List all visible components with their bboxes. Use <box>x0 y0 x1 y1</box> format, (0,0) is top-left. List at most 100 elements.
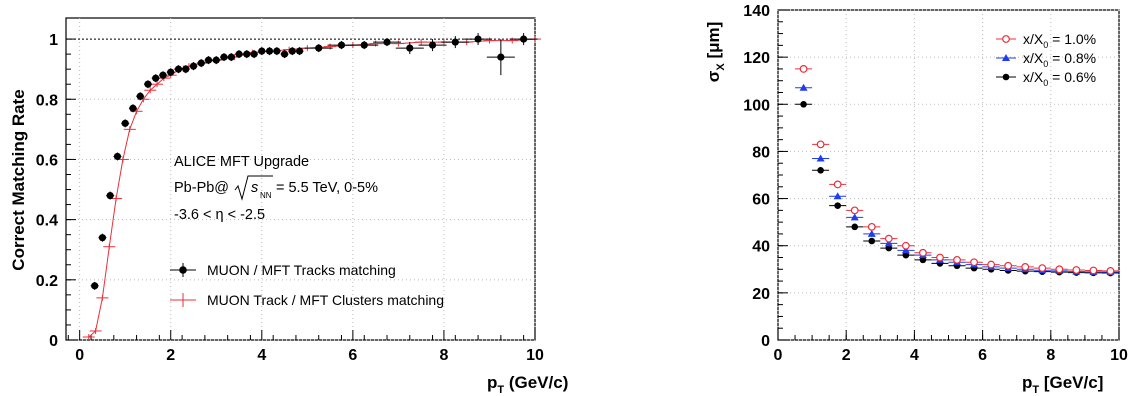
y-tick-label: 0 <box>49 333 58 350</box>
point-tracks <box>250 50 259 59</box>
point-series-2 <box>914 256 932 264</box>
y-tick-label: 120 <box>743 50 770 67</box>
legend-label: x/X0 = 0.8% <box>1023 50 1096 69</box>
point-series-0 <box>1033 264 1051 273</box>
point-tracks-marker <box>204 56 213 64</box>
point-clusters <box>89 327 102 334</box>
point-series-1 <box>846 213 864 221</box>
point-series-0 <box>965 258 983 267</box>
chart-left: 0 2 4 6 8 10 0 0.2 0.4 0.6 0.8 1 Correct Matching R… <box>9 17 568 396</box>
point-marker <box>1021 263 1030 271</box>
point-series-0 <box>982 260 1000 269</box>
x-tick-label: 10 <box>526 347 544 364</box>
point-tracks <box>418 39 447 52</box>
point-tracks-marker <box>243 50 251 58</box>
point-tracks <box>220 53 229 62</box>
point-tracks-marker <box>174 65 183 73</box>
point-marker <box>953 255 961 264</box>
point-series-2 <box>829 202 847 209</box>
point-series-0 <box>1084 266 1102 275</box>
point-tracks <box>464 33 493 46</box>
point-tracks <box>166 68 175 77</box>
point-clusters <box>96 294 109 301</box>
legend-entry-2: x/X0 = 0.6% <box>996 69 1096 88</box>
point-tracks-marker <box>197 59 205 67</box>
point-tracks <box>280 50 289 59</box>
point-tracks <box>121 119 130 128</box>
x-tick-label: 2 <box>842 347 851 364</box>
point-tracks <box>227 53 236 62</box>
point-series-0 <box>795 65 813 73</box>
point-tracks <box>235 50 244 59</box>
x-axis-label-right: pT [GeV/c] <box>1022 373 1103 396</box>
point-tracks-marker <box>129 104 137 112</box>
point-tracks-marker <box>520 35 528 43</box>
point-series-0 <box>999 261 1017 270</box>
point-tracks-marker <box>250 50 258 58</box>
x-tick-label: 0 <box>75 347 84 364</box>
point-marker <box>868 237 876 245</box>
point-tracks <box>128 104 137 113</box>
point-marker <box>816 154 825 162</box>
point-series-2 <box>812 166 830 174</box>
point-tracks-marker <box>144 80 152 88</box>
point-tracks <box>136 92 145 101</box>
point-marker <box>816 140 825 149</box>
point-tracks <box>509 33 538 46</box>
point-marker <box>1004 261 1013 270</box>
annotation-eta-range: -3.6 < η < -2.5 <box>174 207 265 223</box>
legend-label: x/X0 = 1.0% <box>1023 31 1096 50</box>
point-tracks <box>197 59 206 68</box>
y-tick-label: 60 <box>752 192 770 209</box>
legend-right: x/X0 = 1.0%x/X0 = 0.8%x/X0 = 0.6% <box>996 31 1096 88</box>
annotation-block: ALICE MFT Upgrade Pb-Pb@ s NN = 5.5 TeV,… <box>174 154 378 223</box>
point-marker <box>850 213 859 221</box>
x-tick-label: 0 <box>774 347 783 364</box>
point-marker <box>817 166 824 174</box>
point-marker <box>1072 266 1081 274</box>
point-marker <box>799 83 808 91</box>
annotation-system: Pb-Pb@ <box>174 180 229 196</box>
sqrt-sign <box>234 175 273 201</box>
point-series-2 <box>880 244 898 252</box>
annotation-energy: = 5.5 TeV, 0-5% <box>276 180 378 196</box>
point-tracks-marker <box>288 47 296 55</box>
point-marker <box>833 192 842 200</box>
point-tracks <box>204 56 213 65</box>
point-tracks-marker <box>337 41 346 49</box>
ticks-left: 0 2 4 6 8 10 0 0.2 0.4 0.6 0.8 1 <box>36 32 544 364</box>
point-marker <box>851 223 859 231</box>
point-tracks-marker <box>152 74 160 82</box>
point-series-0 <box>863 222 881 231</box>
point-tracks <box>242 50 251 59</box>
point-tracks-marker <box>182 65 190 73</box>
plot-frame-left <box>65 17 536 341</box>
point-tracks <box>304 44 333 53</box>
x-tick-label: 10 <box>1110 347 1128 364</box>
point-marker <box>919 248 927 257</box>
y-axis-label-right: σX [μm] <box>704 22 727 83</box>
point-tracks-marker <box>136 92 144 100</box>
point-tracks <box>265 47 274 56</box>
point-marker <box>919 256 927 264</box>
point-series-0 <box>948 255 966 264</box>
point-tracks-marker <box>258 47 266 55</box>
point-marker <box>885 244 893 252</box>
point-series-0 <box>880 234 898 243</box>
point-tracks-marker <box>167 68 175 76</box>
point-series-1 <box>795 83 813 91</box>
legend-label-tracks: MUON / MFT Tracks matching <box>207 262 396 278</box>
point-series-2 <box>846 223 864 231</box>
point-marker <box>867 229 876 237</box>
point-series-1 <box>829 192 847 200</box>
y-tick-label: 20 <box>752 286 770 303</box>
point-series-0 <box>897 241 915 250</box>
point-tracks <box>395 42 424 55</box>
y-axis-label-text: σX [μm] <box>704 22 727 83</box>
sqrt-s-subscript: NN <box>260 191 272 200</box>
legend-marker <box>1002 54 1010 61</box>
point-tracks-marker <box>265 47 274 55</box>
point-tracks-marker <box>235 50 243 58</box>
